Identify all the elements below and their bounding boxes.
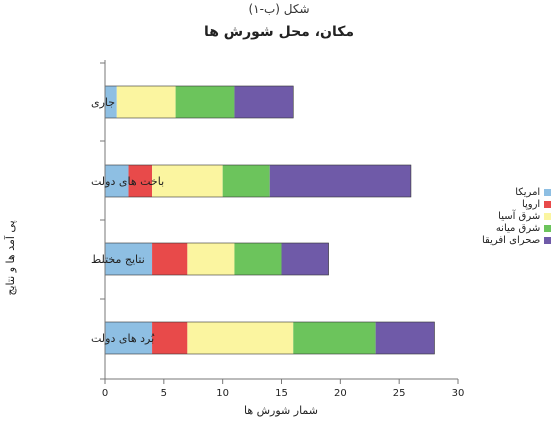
- category-label: نتایج مختلط: [91, 253, 145, 266]
- bar-segment: [222, 165, 270, 197]
- legend-label: شرق آسیا: [498, 210, 541, 222]
- legend-label: امریکا: [515, 186, 541, 198]
- chart-title: مکان، محل شورش ها: [203, 24, 355, 40]
- bar-segment: [269, 165, 411, 197]
- legend-swatch: [544, 188, 552, 196]
- legend-item: امریکا: [482, 186, 552, 198]
- x-tick-label: 5: [161, 388, 167, 399]
- category-label: بُرد های دولت: [91, 332, 155, 345]
- bar-segment: [234, 243, 282, 275]
- x-axis-label: شمار شورش ها: [244, 404, 318, 417]
- x-tick-label: 0: [102, 388, 108, 399]
- bar-segment: [175, 86, 235, 118]
- legend-swatch: [544, 224, 552, 232]
- legend-item: صحرای افریقا: [482, 234, 552, 246]
- bar-segment: [152, 322, 188, 354]
- x-tick-label: 30: [452, 388, 465, 399]
- bar-segment: [152, 243, 188, 275]
- bar-segment: [105, 86, 117, 118]
- bar-segment: [281, 243, 329, 275]
- y-axis-label: پی آمد ها و نتایج: [3, 220, 17, 295]
- legend-item: شرق میانه: [482, 222, 552, 234]
- x-tick-label: 10: [216, 388, 229, 399]
- x-tick-label: 20: [334, 388, 347, 399]
- legend-label: شرق میانه: [495, 222, 541, 234]
- bar-segment: [187, 243, 235, 275]
- bar-segment: [234, 86, 294, 118]
- bar-segment: [293, 322, 376, 354]
- category-label: جاری: [91, 96, 115, 109]
- legend-label: اروپا: [521, 198, 541, 210]
- figure-caption: شکل (ب-۱): [248, 2, 310, 16]
- legend-label: صحرای افریقا: [482, 234, 541, 246]
- x-tick-label: 15: [275, 388, 288, 399]
- legend-item: شرق آسیا: [482, 210, 552, 222]
- bar-segment: [105, 243, 153, 275]
- legend-swatch: [544, 236, 552, 244]
- bar-segment: [105, 322, 153, 354]
- chart-legend: امریکا اروپا شرق آسیا شرق میانه صحرای افریقا: [482, 186, 552, 246]
- x-tick-label: 25: [393, 388, 406, 399]
- bar-segment: [152, 165, 223, 197]
- bar-segment: [105, 165, 129, 197]
- bar-segment: [187, 322, 294, 354]
- bar-segment: [128, 165, 153, 197]
- bar-segment: [375, 322, 435, 354]
- category-label: باخت های دولت: [91, 175, 164, 188]
- legend-item: اروپا: [482, 198, 552, 210]
- legend-swatch: [544, 212, 552, 220]
- legend-swatch: [544, 200, 552, 208]
- bar-segment: [116, 86, 176, 118]
